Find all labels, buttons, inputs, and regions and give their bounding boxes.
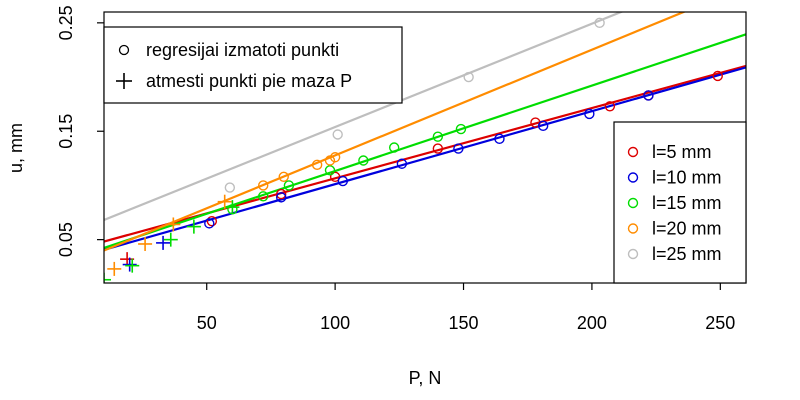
- measured-point: [311, 159, 323, 171]
- measured-point: [224, 182, 236, 193]
- excluded-point: [122, 257, 137, 272]
- excluded-point: [138, 236, 153, 251]
- y-axis: 0.05 0.15 0.25: [56, 5, 104, 257]
- excluded-point: [166, 217, 181, 232]
- excluded-point: [156, 235, 171, 250]
- measured-point: [337, 175, 349, 187]
- legend-series-label: l=5 mm: [652, 142, 712, 162]
- fit-line: [104, 12, 624, 222]
- x-tick-label: 150: [448, 313, 478, 333]
- excluded-point: [225, 200, 240, 215]
- y-tick-label: 0.25: [56, 5, 76, 40]
- marker-legend-label-excluded: atmesti punkti pie maza P: [146, 71, 352, 91]
- excluded-point: [163, 232, 178, 247]
- excluded-point: [186, 219, 201, 234]
- y-tick-label: 0.05: [56, 222, 76, 257]
- measured-point: [604, 101, 616, 112]
- fit-line: [104, 33, 746, 249]
- measured-point: [329, 152, 341, 163]
- fit-line: [104, 12, 687, 252]
- legend-series-label: l=20 mm: [652, 219, 722, 239]
- legend-marker: [627, 248, 639, 260]
- measured-point: [396, 158, 408, 169]
- legend-series-label: l=10 mm: [652, 168, 722, 188]
- measured-point: [463, 71, 474, 83]
- excluded-point: [217, 194, 232, 209]
- measured-point: [455, 123, 467, 135]
- measured-point: [275, 188, 287, 200]
- measured-point: [332, 129, 343, 140]
- data-points: [104, 17, 723, 283]
- measured-point: [584, 108, 595, 120]
- marker-legend-label-measured: regresijai izmatoti punkti: [146, 40, 339, 60]
- measured-point: [432, 143, 444, 154]
- measured-point: [329, 171, 341, 182]
- measured-point: [537, 120, 549, 132]
- x-axis-label: P, N: [409, 368, 442, 388]
- measured-point: [643, 90, 654, 101]
- measured-point: [324, 165, 336, 176]
- x-tick-label: 250: [705, 313, 735, 333]
- measured-point: [258, 191, 269, 202]
- measured-point: [275, 192, 287, 203]
- y-tick-label: 0.15: [56, 114, 76, 149]
- measured-point: [432, 131, 444, 142]
- excluded-point: [125, 258, 140, 273]
- measured-point: [324, 155, 336, 166]
- measured-point: [206, 216, 218, 227]
- measured-point: [283, 180, 295, 191]
- x-tick-label: 50: [197, 313, 217, 333]
- x-axis: 50 100 150 200 250: [197, 283, 735, 333]
- legend-series-label: l=15 mm: [652, 193, 722, 213]
- circle-marker-icon: [118, 44, 130, 56]
- y-axis-label: u, mm: [6, 123, 26, 173]
- legend-series-label: l=25 mm: [652, 244, 722, 264]
- measured-point: [258, 180, 269, 191]
- x-tick-label: 100: [320, 313, 350, 333]
- measured-point: [358, 155, 369, 166]
- marker-legend: regresijai izmatoti punkti atmesti punkt…: [103, 26, 403, 104]
- x-tick-label: 200: [577, 313, 607, 333]
- excluded-point: [107, 261, 122, 276]
- excluded-point: [104, 272, 111, 283]
- measured-point: [204, 218, 215, 229]
- series-legend: l=5 mm l=10 mm l=15 mm l=20 mm l=25 mm: [613, 121, 747, 284]
- legend-marker: [627, 197, 639, 209]
- measured-point: [453, 143, 464, 154]
- measured-point: [712, 70, 723, 82]
- measured-point: [388, 142, 400, 153]
- legend-marker: [627, 172, 639, 183]
- measured-point: [494, 133, 505, 145]
- measured-point: [278, 171, 289, 182]
- marker-legend-box: [103, 26, 403, 104]
- measured-point: [594, 17, 605, 29]
- legend-marker: [627, 223, 639, 234]
- legend-marker: [627, 146, 639, 158]
